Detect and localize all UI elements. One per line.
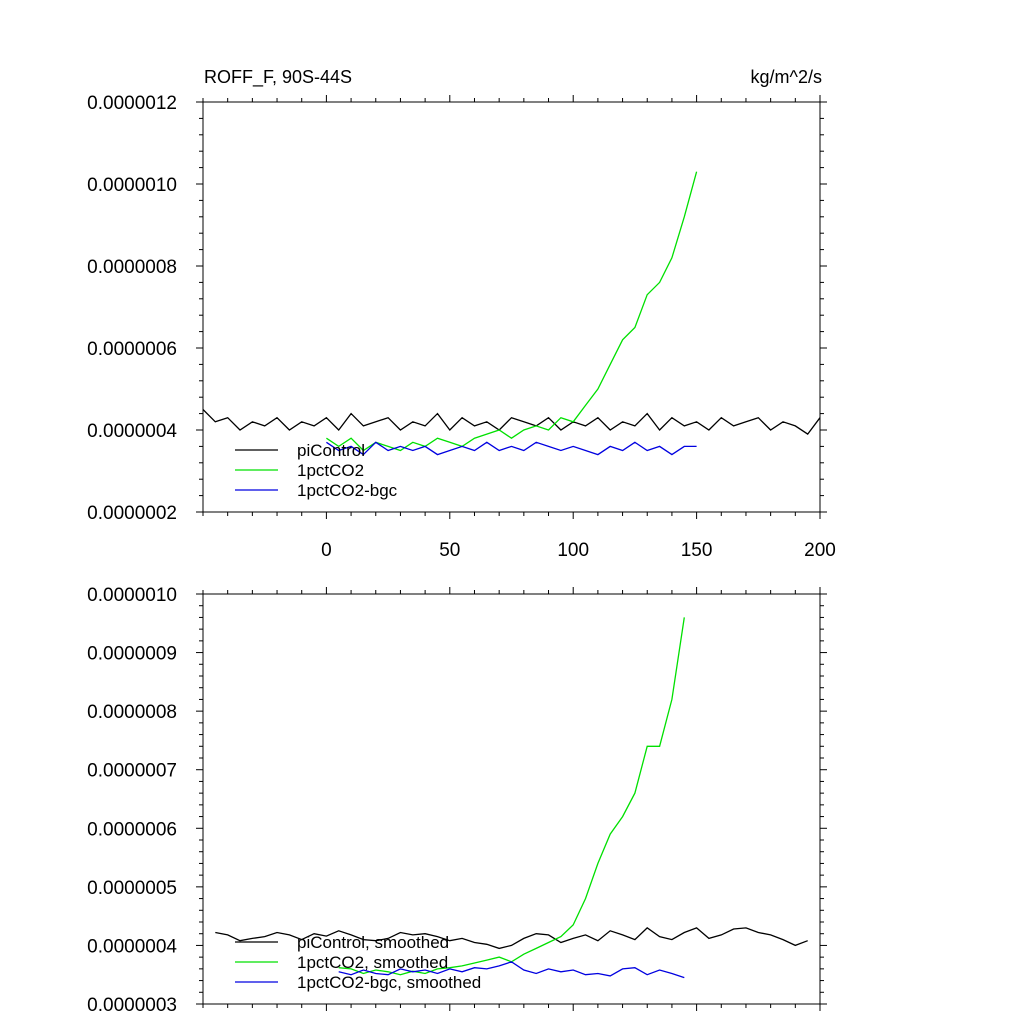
y-tick-label: 0.0000008 xyxy=(87,257,177,278)
series-line-0-1 xyxy=(326,171,698,452)
x-tick-label: 0 xyxy=(321,540,332,561)
chart-title-left: ROFF_F, 90S-44S xyxy=(204,67,352,88)
legend-label: 1pctCO2 xyxy=(297,461,364,480)
bottom-plot-frame xyxy=(202,593,821,1005)
top-panel: ROFF_F, 90S-44S kg/m^2/s 0.00000020.0000… xyxy=(87,67,836,561)
series-line-1-1 xyxy=(338,617,685,976)
y-tick-label: 0.0000002 xyxy=(87,503,177,524)
legend-label: piControl, smoothed xyxy=(297,933,449,952)
legend-label: piControl xyxy=(297,441,365,460)
y-tick-label: 0.0000010 xyxy=(87,175,177,196)
bottom-series-group xyxy=(215,617,808,979)
top-plot-frame xyxy=(202,101,821,513)
x-tick-label: 150 xyxy=(681,540,713,561)
x-tick-label: 100 xyxy=(557,540,589,561)
series-line-1-0 xyxy=(215,927,808,950)
top-ticks-group: 0.0000002 0.0000004 0.0000006 0.0000008 0.00… xyxy=(87,93,836,561)
series-line-1-2 xyxy=(338,961,685,979)
chart-title-right: kg/m^2/s xyxy=(751,67,822,87)
y-tick-label: 0.0000003 xyxy=(87,995,177,1016)
y-tick-label: 0.0000012 xyxy=(87,93,177,114)
bottom-ticks-group: 0.0000003 0.0000004 0.0000005 0.0000006 0.00… xyxy=(87,585,827,1016)
y-tick-label: 0.0000005 xyxy=(87,878,177,899)
series-line-0-0 xyxy=(202,409,821,435)
legend-label: 1pctCO2, smoothed xyxy=(297,953,448,972)
top-series-group xyxy=(202,171,821,456)
y-tick-label: 0.0000007 xyxy=(87,761,177,782)
legend-label: 1pctCO2-bgc, smoothed xyxy=(297,973,481,992)
y-tick-label: 0.0000010 xyxy=(87,585,177,606)
y-tick-label: 0.0000006 xyxy=(87,819,177,840)
y-tick-label: 0.0000006 xyxy=(87,339,177,360)
legend-label: 1pctCO2-bgc xyxy=(297,481,398,500)
y-tick-label: 0.0000008 xyxy=(87,702,177,723)
y-tick-label: 0.0000004 xyxy=(87,936,177,957)
y-tick-label: 0.0000009 xyxy=(87,644,177,665)
x-tick-label: 50 xyxy=(439,540,460,561)
x-tick-label: 200 xyxy=(804,540,836,561)
y-tick-label: 0.0000004 xyxy=(87,421,177,442)
series-line-0-2 xyxy=(326,441,697,456)
bottom-panel: 0.0000003 0.0000004 0.0000005 0.0000006 0.00… xyxy=(87,585,827,1016)
